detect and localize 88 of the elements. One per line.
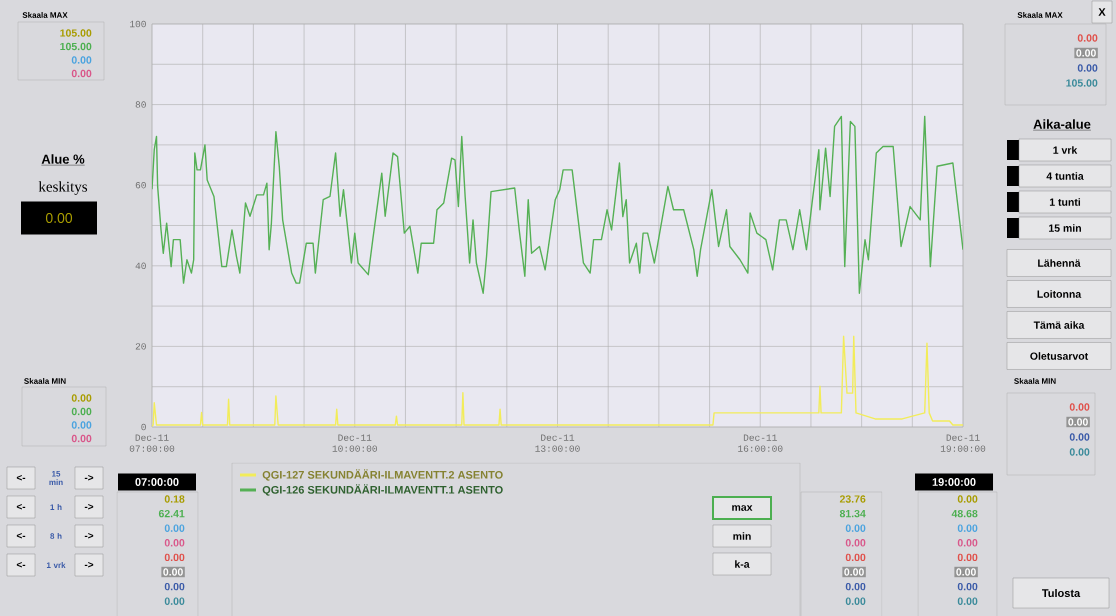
- text: 0.00: [164, 582, 185, 591]
- text: 0.00: [1069, 448, 1090, 456]
- text: 23.76: [839, 495, 866, 503]
- text: 0.00: [957, 495, 978, 503]
- text: 0.00: [845, 539, 866, 547]
- text: keskitys: [38, 181, 88, 195]
- text: 0.00: [71, 407, 92, 416]
- text: 0.00: [1077, 34, 1098, 42]
- text: 0.00: [45, 213, 73, 223]
- text: ->: [84, 474, 94, 481]
- text: k-a: [735, 560, 750, 568]
- text: 0.00: [845, 553, 866, 562]
- text: 1 vrk: [46, 562, 66, 568]
- x-tick-label: Dec-11 07:00:00: [129, 434, 175, 452]
- text: Tämä aika: [1033, 321, 1085, 329]
- text: Tulosta: [1041, 588, 1081, 598]
- text: 15 min: [1049, 224, 1081, 232]
- text: Aika-alue: [1033, 119, 1091, 129]
- text: 4 tuntia: [1046, 172, 1084, 180]
- y-tick-label: 60: [135, 181, 146, 189]
- text: 0.00: [164, 553, 185, 562]
- text: 0.00: [71, 69, 92, 78]
- text: 105.00: [60, 29, 92, 37]
- legend-label: QGI-126 SEKUNDÄÄRI-ILMAVENTT.1 ASENTO: [262, 484, 503, 496]
- text: 0.00: [71, 56, 92, 64]
- x-tick-label: Dec-11 13:00:00: [535, 434, 580, 452]
- text: Skaala MAX: [1017, 12, 1063, 18]
- text: 105.00: [1066, 79, 1098, 87]
- y-tick-label: 100: [130, 20, 146, 28]
- text: Oletusarvot: [1030, 352, 1089, 360]
- text: 19:00:00: [932, 478, 976, 486]
- text: 0.00: [164, 539, 185, 547]
- text: 0.00: [1068, 418, 1088, 426]
- text: Lähennä: [1038, 259, 1081, 267]
- text: 62.41: [158, 509, 185, 518]
- text: 0.00: [71, 394, 92, 402]
- y-tick-label: 0: [141, 423, 146, 431]
- text: ->: [84, 532, 94, 539]
- text: 0.00: [957, 524, 978, 532]
- text: X: [1098, 8, 1106, 16]
- text: 0.00: [957, 597, 978, 605]
- text: 8 h: [50, 533, 62, 539]
- text: <-: [16, 474, 26, 481]
- text: 07:00:00: [135, 478, 179, 486]
- text: max: [732, 505, 753, 511]
- legend-label: QGI-127 SEKUNDÄÄRI-ILMAVENTT.2 ASENTO: [262, 469, 503, 481]
- text: 0.00: [957, 539, 978, 547]
- x-tick-label: Dec-11 16:00:00: [738, 434, 783, 452]
- text: 48.68: [951, 509, 978, 518]
- text: 0.00: [957, 582, 978, 591]
- x-tick-label: Dec-11 19:00:00: [940, 434, 986, 452]
- text: 0.00: [163, 568, 183, 576]
- text: 105.00: [60, 42, 92, 51]
- text: 1 h: [50, 504, 62, 510]
- text: 0.00: [164, 524, 185, 532]
- text: Loitonna: [1037, 290, 1082, 298]
- text: min: [733, 532, 751, 540]
- text: 0.00: [845, 524, 866, 532]
- y-tick-label: 20: [135, 343, 146, 350]
- text: 15 min: [49, 471, 63, 485]
- text: 0.00: [1077, 64, 1098, 72]
- text: 0.18: [164, 495, 185, 503]
- text: <-: [16, 532, 26, 539]
- text: 0.00: [844, 568, 864, 576]
- text: 0.00: [71, 434, 92, 443]
- text: 0.00: [1076, 49, 1096, 57]
- text: <-: [16, 561, 26, 568]
- text: 0.00: [956, 568, 976, 576]
- text: 0.00: [1069, 403, 1090, 411]
- text: 0.00: [845, 582, 866, 591]
- text: ->: [84, 503, 94, 510]
- text: Alue %: [41, 154, 85, 164]
- text: 0.00: [957, 553, 978, 562]
- text: 1 tunti: [1049, 198, 1081, 206]
- x-tick-label: Dec-11 10:00:00: [332, 434, 377, 452]
- text: 0.00: [71, 421, 92, 429]
- text: 0.00: [1069, 433, 1090, 441]
- text: 0.00: [845, 597, 866, 605]
- text: Skaala MAX: [22, 12, 68, 18]
- text: Skaala MIN: [24, 378, 66, 384]
- text: 1 vrk: [1053, 146, 1078, 154]
- text: ->: [84, 561, 94, 568]
- text: <-: [16, 503, 26, 510]
- text: 0.00: [164, 597, 185, 605]
- text: 81.34: [839, 509, 866, 518]
- y-tick-label: 80: [135, 101, 146, 108]
- text: Skaala MIN: [1014, 378, 1056, 384]
- y-tick-label: 40: [135, 262, 146, 270]
